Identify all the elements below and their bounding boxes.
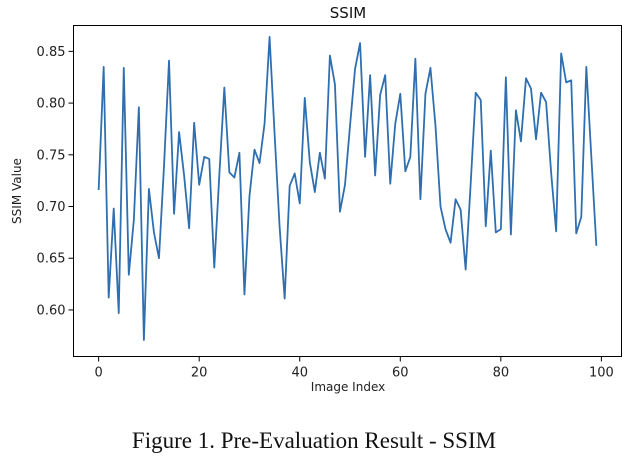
y-tick-label: 0.60	[37, 303, 66, 318]
y-tick-label: 0.80	[37, 97, 66, 112]
x-tick-label: 0	[94, 366, 102, 381]
ssim-line-chart: SSIM 0 20 40 60 80 100 0.600.650.700.750.800.…	[10, 4, 622, 394]
y-tick-label: 0.70	[37, 200, 66, 215]
x-tick-label: 20	[191, 366, 208, 381]
chart-title: SSIM	[330, 4, 366, 22]
x-axis-label: Image Index	[311, 380, 385, 394]
figure-caption: Figure 1. Pre-Evaluation Result - SSIM	[131, 428, 497, 453]
y-axis-ticks: 0.60 0.65 0.70 0.75 0.80 0.85	[37, 45, 74, 318]
x-axis-ticks: 0 20 40 60 80 100	[94, 356, 614, 381]
ssim-series-line	[97, 35, 598, 341]
y-tick-label: 0.85	[37, 45, 66, 60]
y-tick-label: 0.75	[37, 148, 66, 163]
plot-area-frame	[73, 25, 622, 357]
y-axis-label: SSIM Value	[10, 158, 24, 224]
x-tick-label: 80	[493, 366, 510, 381]
y-tick-label: 0.65	[37, 252, 66, 267]
x-tick-label: 40	[291, 366, 308, 381]
x-tick-label: 100	[589, 366, 614, 381]
x-tick-label: 60	[392, 366, 409, 381]
